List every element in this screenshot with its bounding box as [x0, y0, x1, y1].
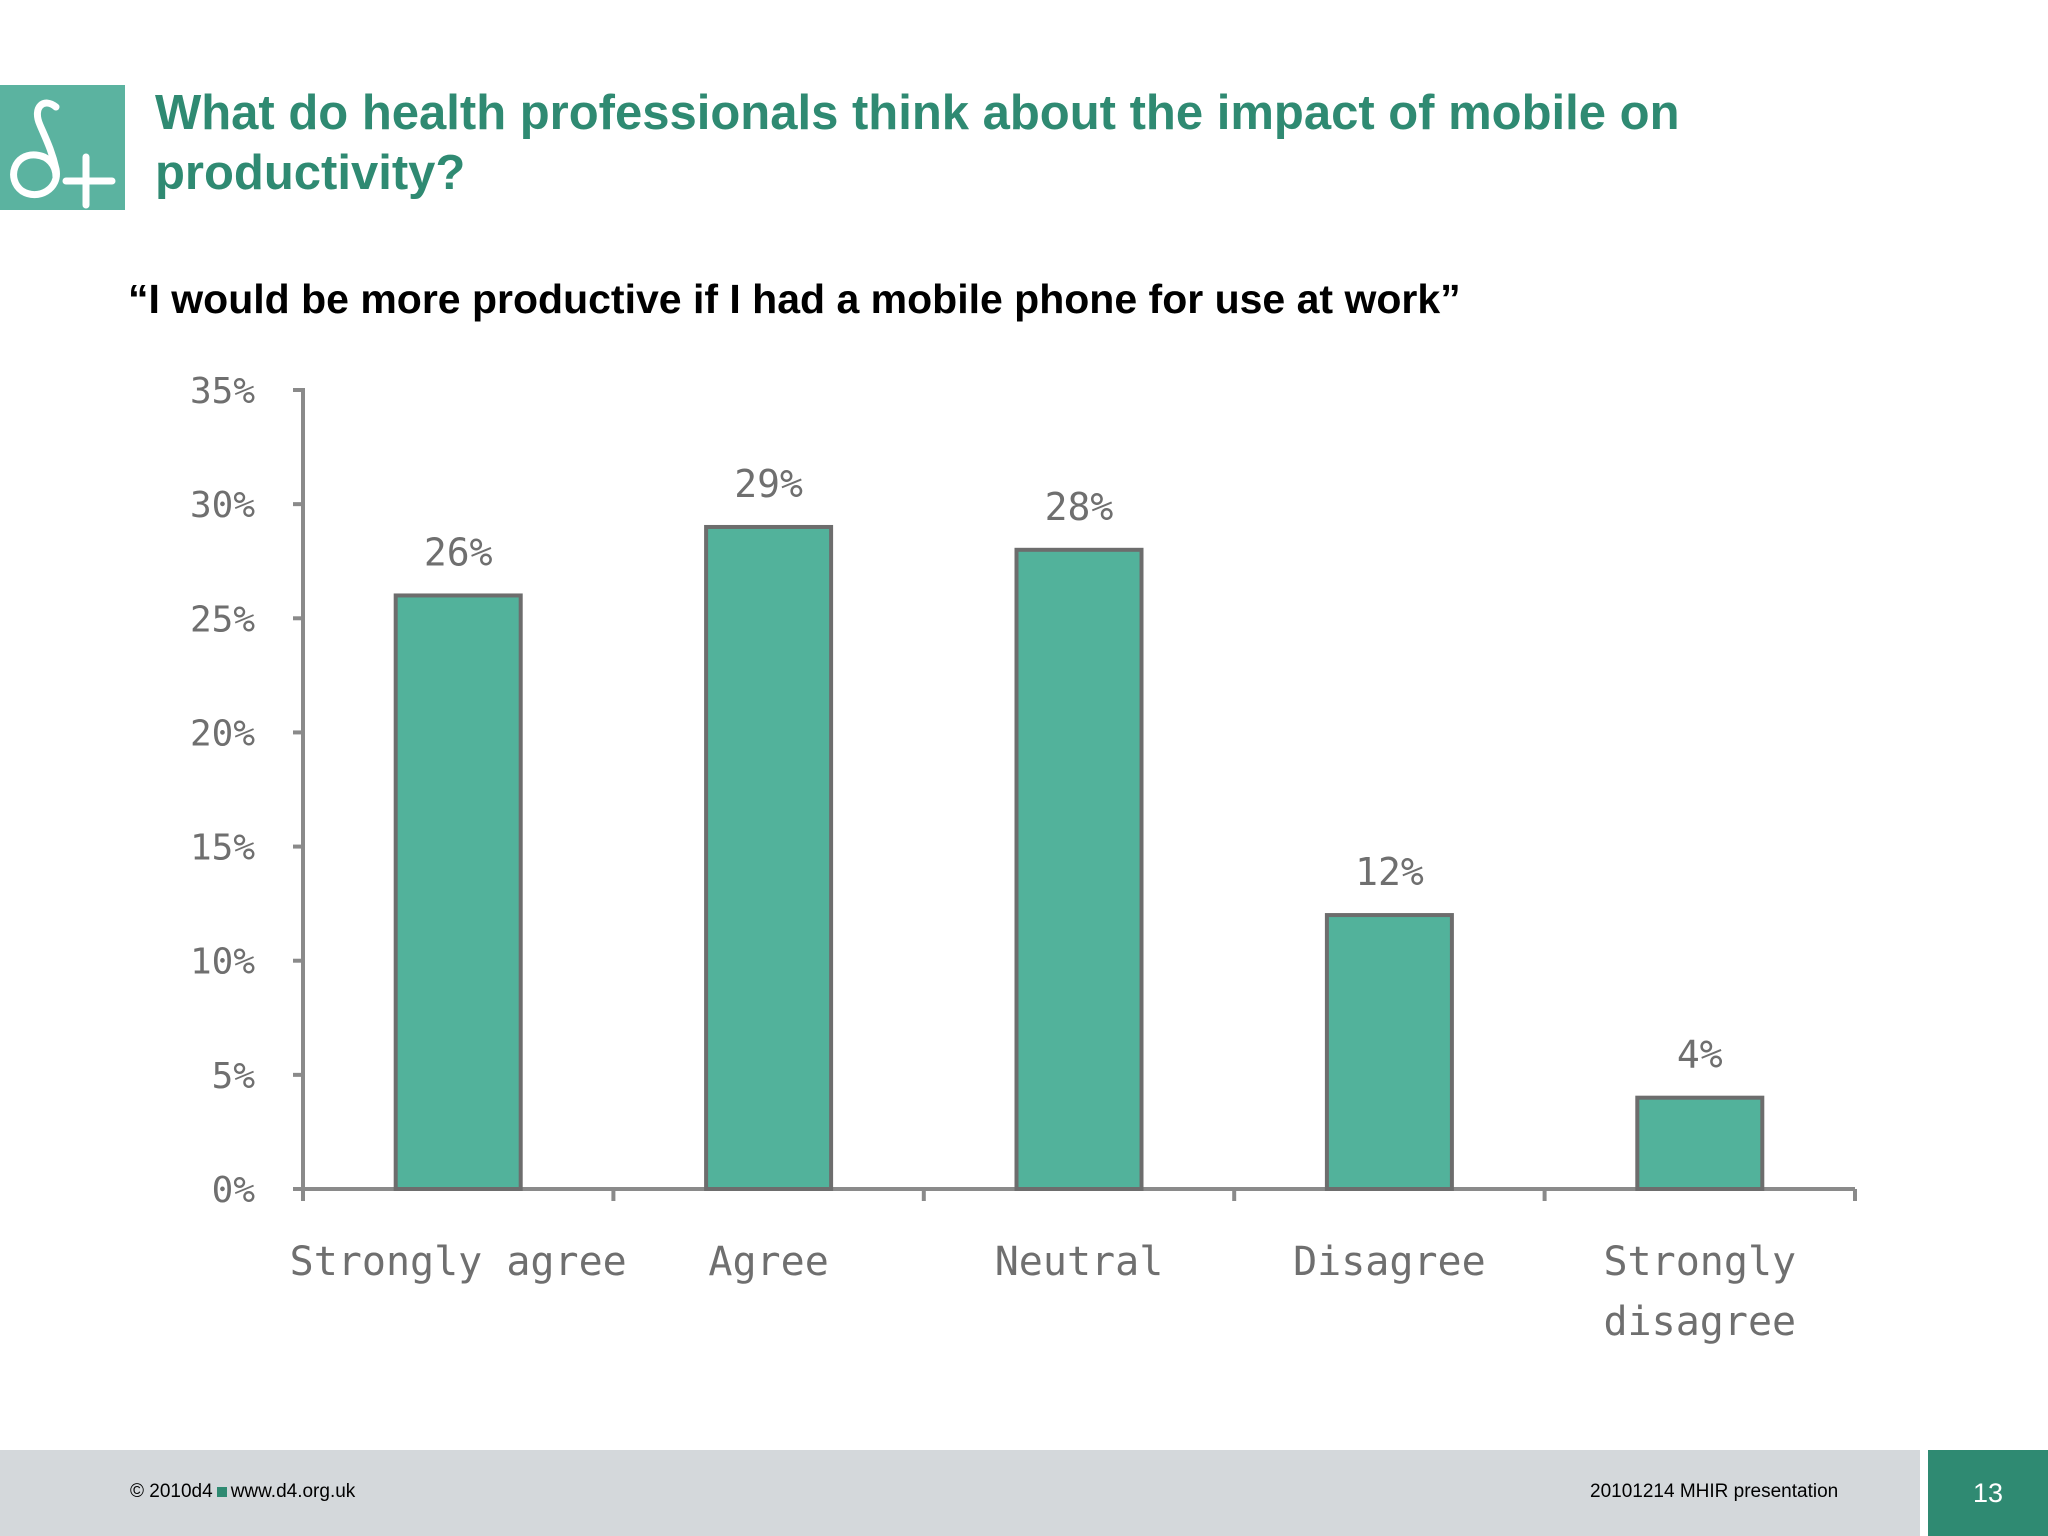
y-tick-label: 5% [212, 1056, 256, 1097]
y-tick-label: 25% [190, 599, 255, 640]
d4-logo [0, 85, 125, 210]
footer-left: © 2010d4 www.d4.org.uk [130, 1481, 355, 1503]
bar-value-label: 4% [1677, 1033, 1723, 1077]
x-category-label: Agree [708, 1239, 828, 1285]
x-category-label: Strongly agree [290, 1239, 627, 1285]
website-link[interactable]: www.d4.org.uk [230, 1481, 356, 1502]
y-tick-label: 15% [190, 828, 255, 869]
y-tick-label: 30% [190, 485, 255, 526]
bar [1635, 1095, 1765, 1191]
y-tick-label: 35% [190, 371, 255, 412]
page-number: 13 [1972, 1478, 2004, 1508]
x-category-label: disagree [1603, 1299, 1796, 1345]
copyright-text: © 2010d4 [130, 1481, 213, 1502]
survey-quote: “I would be more productive if I had a m… [128, 276, 1461, 322]
bar-chart: 0% 5% 10% 15% 20% 25% 30% 35% 26% Strongly agree 2… [190, 371, 1857, 1345]
square-bullet-icon [216, 1487, 227, 1497]
x-category-label: Strongly [1603, 1239, 1796, 1285]
bar-value-label: 12% [1355, 850, 1424, 894]
x-category-label: Disagree [1293, 1239, 1486, 1285]
page-number-box: 13 [1928, 1450, 2048, 1536]
bar [704, 524, 834, 1191]
bar-value-label: 26% [424, 530, 493, 574]
bar [1324, 913, 1454, 1191]
slide-title: What do health professionals think about… [155, 86, 1680, 200]
bar [393, 593, 523, 1191]
y-tick-label: 0% [212, 1170, 256, 1211]
bar [1014, 547, 1144, 1191]
y-tick-label: 10% [190, 942, 255, 983]
bar-value-label: 28% [1045, 485, 1114, 529]
footer-bar [0, 1450, 1920, 1536]
bar-value-label: 29% [734, 462, 803, 506]
presentation-label: 20101214 MHIR presentation [1590, 1481, 1839, 1502]
x-category-label: Neutral [995, 1239, 1164, 1285]
d4-logo-icon [10, 99, 116, 209]
y-tick-label: 20% [190, 713, 255, 754]
